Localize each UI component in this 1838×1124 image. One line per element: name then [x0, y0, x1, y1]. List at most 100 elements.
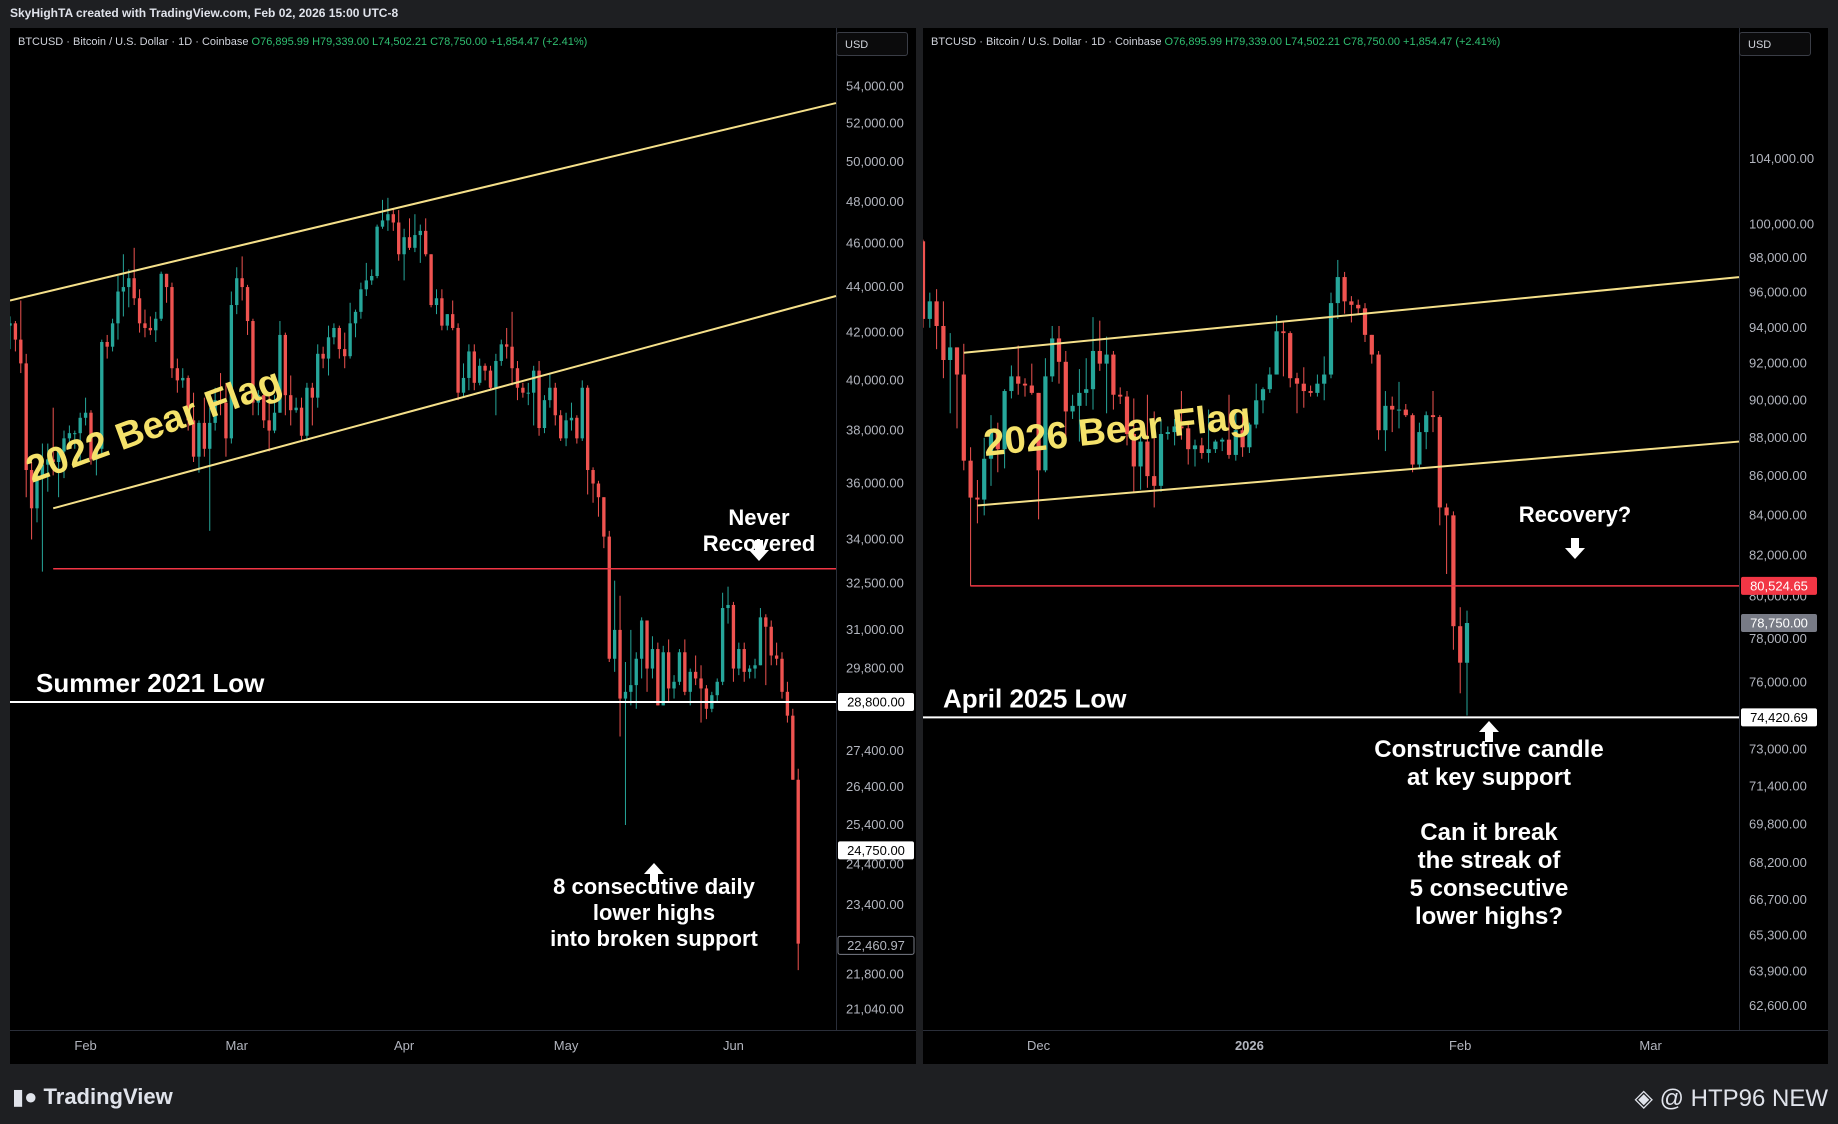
candle-body[interactable] — [629, 685, 633, 692]
candle-body[interactable] — [245, 287, 250, 322]
candle-body[interactable] — [1138, 441, 1143, 467]
candle-body[interactable] — [1267, 374, 1272, 390]
candle-body[interactable] — [1179, 426, 1184, 429]
candle-body[interactable] — [1335, 277, 1340, 304]
candle-body[interactable] — [175, 368, 180, 381]
candle-body[interactable] — [1145, 441, 1150, 477]
candle-body[interactable] — [564, 420, 568, 439]
candle-body[interactable] — [1464, 623, 1470, 663]
candle-body[interactable] — [656, 649, 660, 706]
chart-panel-left[interactable]: BTCUSD · Bitcoin / U.S. Dollar · 1D · Co… — [10, 28, 916, 1064]
candle-body[interactable] — [1240, 430, 1245, 448]
candle-body[interactable] — [1294, 378, 1300, 384]
candle-body[interactable] — [208, 422, 212, 449]
candle-body[interactable] — [1383, 405, 1388, 431]
candle-body[interactable] — [391, 214, 395, 223]
channel-lower-line[interactable] — [977, 440, 1740, 507]
candle-body[interactable] — [618, 629, 622, 699]
candle-body[interactable] — [418, 230, 422, 236]
candle-body[interactable] — [1451, 515, 1456, 627]
candle-body[interactable] — [1009, 376, 1014, 392]
candle-body[interactable] — [1437, 417, 1442, 508]
candle-body[interactable] — [494, 360, 498, 388]
channel-lower-line[interactable] — [52, 295, 837, 510]
candle-body[interactable] — [1322, 374, 1327, 384]
candle-body[interactable] — [353, 311, 358, 324]
candle-body[interactable] — [213, 400, 217, 423]
candle-body[interactable] — [305, 387, 309, 436]
candle-body[interactable] — [537, 370, 541, 429]
candle-body[interactable] — [402, 237, 406, 255]
candle-body[interactable] — [132, 278, 136, 299]
candle-body[interactable] — [1288, 333, 1293, 379]
candle-body[interactable] — [191, 420, 196, 457]
candle-body[interactable] — [235, 278, 239, 306]
candle-body[interactable] — [785, 691, 790, 716]
candle-body[interactable] — [968, 460, 973, 498]
candle-body[interactable] — [170, 287, 174, 369]
candle-body[interactable] — [348, 323, 352, 357]
candle-body[interactable] — [62, 438, 66, 452]
candle-body[interactable] — [927, 301, 932, 319]
candle-body[interactable] — [699, 678, 703, 689]
candle-body[interactable] — [553, 387, 557, 416]
candle-body[interactable] — [731, 604, 736, 669]
candle-body[interactable] — [256, 395, 261, 403]
candle-body[interactable] — [934, 301, 939, 326]
candle-body[interactable] — [1070, 405, 1075, 412]
candle-body[interactable] — [267, 420, 271, 431]
candle-body[interactable] — [407, 237, 412, 248]
candle-body[interactable] — [726, 604, 730, 609]
candle-body[interactable] — [127, 278, 131, 288]
candle-body[interactable] — [181, 377, 185, 381]
candle-body[interactable] — [521, 387, 525, 393]
candle-body[interactable] — [975, 497, 980, 500]
candle-body[interactable] — [143, 323, 147, 328]
chart-panel-right[interactable]: BTCUSD · Bitcoin / U.S. Dollar · 1D · Co… — [923, 28, 1828, 1064]
price-axis[interactable] — [836, 28, 916, 1064]
candle-body[interactable] — [121, 287, 126, 292]
candle-body[interactable] — [1376, 354, 1381, 431]
candle-body[interactable] — [13, 323, 18, 340]
candle-body[interactable] — [278, 334, 282, 413]
candle-body[interactable] — [1417, 432, 1422, 465]
candle-body[interactable] — [51, 459, 55, 463]
currency-selector[interactable]: USD — [1739, 32, 1811, 56]
candle-body[interactable] — [1131, 433, 1136, 467]
candle-body[interactable] — [1424, 415, 1429, 433]
candle-body[interactable] — [1077, 392, 1082, 406]
candle-body[interactable] — [961, 374, 966, 461]
tradingview-logo[interactable]: ▮● TradingView — [12, 1084, 173, 1110]
candle-body[interactable] — [796, 779, 800, 944]
candle-body[interactable] — [634, 658, 638, 686]
candle-body[interactable] — [397, 222, 401, 255]
candle-body[interactable] — [542, 400, 547, 429]
candle-body[interactable] — [1104, 354, 1109, 364]
candle-body[interactable] — [467, 351, 471, 378]
candle-body[interactable] — [764, 617, 768, 627]
candle-body[interactable] — [159, 273, 163, 319]
candle-body[interactable] — [1036, 392, 1041, 471]
candle-body[interactable] — [1356, 304, 1361, 309]
candle-body[interactable] — [451, 314, 455, 328]
candle-body[interactable] — [148, 327, 153, 331]
candle-body[interactable] — [321, 353, 325, 359]
candle-body[interactable] — [742, 649, 746, 672]
chart-canvas-right[interactable]: 104,000.00 100,000.00 98,000.00 96,000.00 94… — [923, 28, 1828, 1064]
candle-body[interactable] — [1403, 409, 1408, 416]
candle-body[interactable] — [483, 365, 487, 371]
candle-body[interactable] — [1233, 430, 1238, 455]
candle-body[interactable] — [272, 412, 277, 431]
candle-body[interactable] — [531, 370, 536, 393]
candle-body[interactable] — [720, 608, 725, 682]
candle-body[interactable] — [995, 432, 1000, 450]
candle-body[interactable] — [954, 347, 960, 375]
candle-body[interactable] — [1362, 308, 1368, 335]
candle-body[interactable] — [1369, 334, 1374, 355]
candle-body[interactable] — [164, 273, 169, 288]
candle-body[interactable] — [1097, 350, 1102, 364]
candle-body[interactable] — [73, 433, 77, 435]
candle-body[interactable] — [1056, 338, 1062, 362]
candle-body[interactable] — [580, 387, 584, 439]
candle-body[interactable] — [948, 347, 953, 361]
